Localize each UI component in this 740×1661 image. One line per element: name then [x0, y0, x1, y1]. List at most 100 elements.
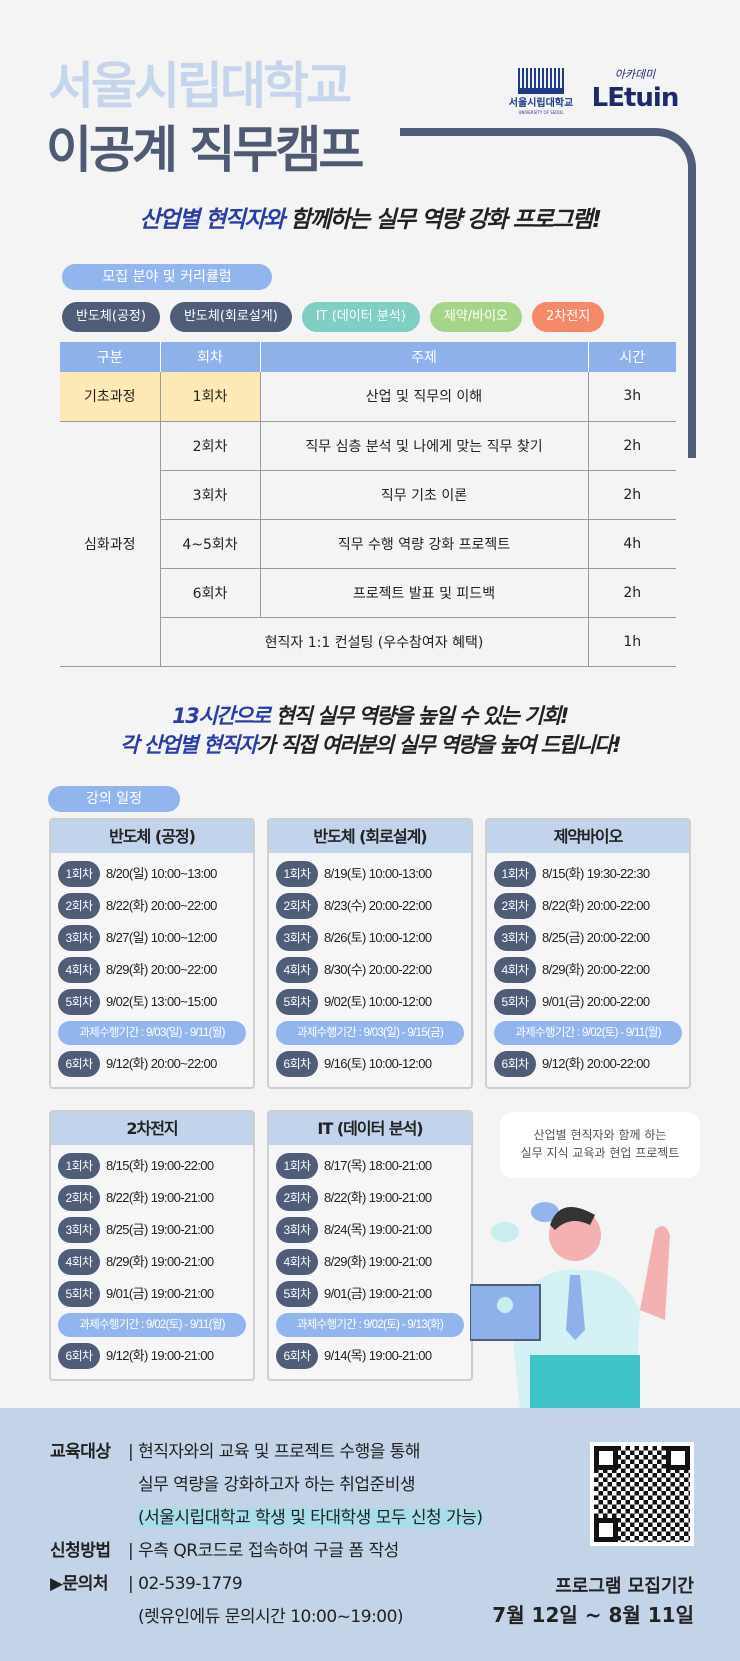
card-title: 2차전지	[51, 1112, 253, 1145]
session-badge: 6회차	[58, 1051, 100, 1077]
schedule-row: 4회차 8/29(화) 19:00-21:00	[276, 1246, 464, 1278]
session-time: 8/19(토) 10:00-13:00	[324, 866, 432, 881]
session-time: 8/20(일) 10:00~13:00	[106, 866, 217, 881]
schedule-row: 3회차 8/25(금) 19:00-21:00	[58, 1214, 246, 1246]
title-line2: 이공계 직무캠프	[46, 121, 364, 179]
session-badge: 3회차	[494, 925, 536, 951]
table-row: 현직자 1:1 컨설팅 (우수참여자 혜택) 1h	[60, 617, 676, 667]
session-time: 8/29(화) 20:00-22:00	[542, 962, 650, 977]
session-time: 8/25(금) 20:00-22:00	[542, 930, 650, 945]
schedule-row: 3회차 8/25(금) 20:00-22:00	[494, 922, 682, 954]
schedule-row: 4회차 8/29(화) 20:00~22:00	[58, 954, 246, 986]
session-time: 9/01(금) 19:00-21:00	[324, 1286, 432, 1301]
schedule-row: 2회차 8/23(수) 20:00-22:00	[276, 890, 464, 922]
schedule-row: 6회차 9/14(목) 19:00-21:00	[276, 1340, 464, 1372]
letuin-logo: 아카데미 LEtuin	[591, 68, 680, 113]
session-badge: 3회차	[58, 925, 100, 951]
curriculum-table: 구분 회차 주제 시간 기초과정 1회차 산업 및 직무의 이해 3h 심화과정 2회차…	[60, 342, 676, 667]
field-tags: 반도체(공정) 반도체(회로설계) IT (데이터 분석) 제약/바이오 2차전지	[62, 302, 605, 332]
task-period: 과제수행기간 : 9/03(일) - 9/11(월)	[58, 1021, 246, 1045]
task-period: 과제수행기간 : 9/02(토) - 9/13(화)	[276, 1313, 464, 1337]
table-row: 4~5회차 직무 수행 역량 강화 프로젝트 4h	[60, 519, 676, 569]
title-line1: 서울시립대학교	[48, 57, 352, 115]
session-badge: 5회차	[276, 989, 318, 1015]
card-title: 반도체 (회로설계)	[269, 820, 471, 853]
task-period: 과제수행기간 : 9/02(토) - 9/11(월)	[494, 1021, 682, 1045]
schedule-row: 1회차 8/19(토) 10:00-13:00	[276, 858, 464, 890]
schedule-label: 강의 일정	[48, 786, 180, 812]
schedule-row: 6회차 9/12(화) 20:00-22:00	[494, 1048, 682, 1080]
session-time: 9/12(화) 20:00-22:00	[542, 1056, 650, 1071]
schedule-row: 2회차 8/22(화) 19:00-21:00	[276, 1182, 464, 1214]
schedule-row: 2회차 8/22(화) 20:00-22:00	[494, 890, 682, 922]
field-tag: 2차전지	[532, 302, 605, 332]
session-badge: 1회차	[58, 861, 100, 887]
schedule-row: 4회차 8/30(수) 20:00-22:00	[276, 954, 464, 986]
col-header: 회차	[160, 342, 261, 372]
card-title: 제약바이오	[487, 820, 689, 853]
session-time: 9/01(금) 20:00-22:00	[542, 994, 650, 1009]
session-badge: 3회차	[276, 925, 318, 951]
session-badge: 5회차	[494, 989, 536, 1015]
session-badge: 2회차	[494, 893, 536, 919]
session-badge: 1회차	[276, 1153, 318, 1179]
schedule-row: 4회차 8/29(화) 20:00-22:00	[494, 954, 682, 986]
qr-code[interactable]	[590, 1442, 694, 1546]
session-time: 9/12(화) 20:00~22:00	[106, 1056, 217, 1071]
schedule-row: 2회차 8/22(화) 19:00-21:00	[58, 1182, 246, 1214]
task-period: 과제수행기간 : 9/02(토) - 9/11(월)	[58, 1313, 246, 1337]
schedule-row: 2회차 8/22(화) 20:00~22:00	[58, 890, 246, 922]
schedule-row: 1회차 8/15(화) 19:30-22:30	[494, 858, 682, 890]
session-badge: 4회차	[276, 1249, 318, 1275]
session-time: 8/22(화) 20:00-22:00	[542, 898, 650, 913]
field-tag: 제약/바이오	[429, 302, 522, 332]
schedule-row: 3회차 8/24(목) 19:00-21:00	[276, 1214, 464, 1246]
col-header: 구분	[60, 342, 161, 372]
schedule-row: 1회차 8/20(일) 10:00~13:00	[58, 858, 246, 890]
table-row: 기초과정 1회차 산업 및 직무의 이해 3h	[60, 372, 676, 422]
schedule-row: 5회차 9/01(금) 20:00-22:00	[494, 986, 682, 1018]
session-time: 8/22(화) 19:00-21:00	[324, 1190, 432, 1205]
schedule-card: 제약바이오 1회차 8/15(화) 19:30-22:30 2회차 8/22(화) 20…	[485, 818, 691, 1089]
schedule-row: 1회차 8/15(화) 19:00-22:00	[58, 1150, 246, 1182]
field-tag: 반도체(회로설계)	[169, 302, 292, 332]
table-row: 심화과정 2회차 직무 심층 분석 및 나에게 맞는 직무 찾기 2h	[60, 421, 676, 667]
schedule-row: 1회차 8/17(목) 18:00-21:00	[276, 1150, 464, 1182]
table-row: 3회차 직무 기초 이론 2h	[60, 470, 676, 520]
session-badge: 4회차	[58, 1249, 100, 1275]
schedule-card: 반도체 (회로설계) 1회차 8/19(토) 10:00-13:00 2회차 8/23(…	[267, 818, 473, 1089]
schedule-row: 3회차 8/27(일) 10:00~12:00	[58, 922, 246, 954]
session-badge: 6회차	[276, 1051, 318, 1077]
session-time: 8/29(화) 19:00-21:00	[324, 1254, 432, 1269]
schedule-row: 5회차 9/02(토) 13:00~15:00	[58, 986, 246, 1018]
session-time: 8/15(화) 19:30-22:30	[542, 866, 650, 881]
card-title: 반도체 (공정)	[51, 820, 253, 853]
presenter-illustration	[470, 1202, 670, 1408]
session-time: 8/17(목) 18:00-21:00	[324, 1158, 432, 1173]
session-badge: 5회차	[58, 989, 100, 1015]
session-time: 9/02(토) 13:00~15:00	[106, 994, 217, 1009]
subtitle: 산업별 현직자와 함께하는 실무 역량 강화 프로그램!	[139, 207, 602, 233]
info-block: 교육대상 | 현직자와의 교육 및 프로젝트 수행을 통해 실무 역량을 강화하고…	[50, 1442, 483, 1627]
schedule-card: 2차전지 1회차 8/15(화) 19:00-22:00 2회차 8/22(화) 19:…	[49, 1110, 255, 1381]
schedule-row: 5회차 9/01(금) 19:00-21:00	[58, 1278, 246, 1310]
schedule-row: 5회차 9/01(금) 19:00-21:00	[276, 1278, 464, 1310]
session-time: 8/30(수) 20:00-22:00	[324, 962, 432, 977]
session-badge: 6회차	[276, 1343, 318, 1369]
uos-logo: 서울시립대학교 UNIVERSITY OF SEOUL	[505, 68, 577, 116]
schedule-row: 6회차 9/12(화) 19:00-21:00	[58, 1340, 246, 1372]
schedule-card: IT (데이터 분석) 1회차 8/17(목) 18:00-21:00 2회차 8/22…	[267, 1110, 473, 1381]
session-badge: 2회차	[58, 893, 100, 919]
table-row: 6회차 프로젝트 발표 및 피드백 2h	[60, 568, 676, 618]
session-badge: 6회차	[494, 1051, 536, 1077]
session-time: 8/25(금) 19:00-21:00	[106, 1222, 214, 1237]
session-time: 9/01(금) 19:00-21:00	[106, 1286, 214, 1301]
schedule-row: 6회차 9/12(화) 20:00~22:00	[58, 1048, 246, 1080]
curriculum-label: 모집 분야 및 커리큘럼	[62, 264, 272, 290]
schedule-row: 4회차 8/29(화) 19:00-21:00	[58, 1246, 246, 1278]
schedule-row: 6회차 9/16(토) 10:00-12:00	[276, 1048, 464, 1080]
session-badge: 1회차	[58, 1153, 100, 1179]
col-header: 주제	[260, 342, 589, 372]
session-badge: 2회차	[276, 1185, 318, 1211]
session-time: 8/24(목) 19:00-21:00	[324, 1222, 432, 1237]
